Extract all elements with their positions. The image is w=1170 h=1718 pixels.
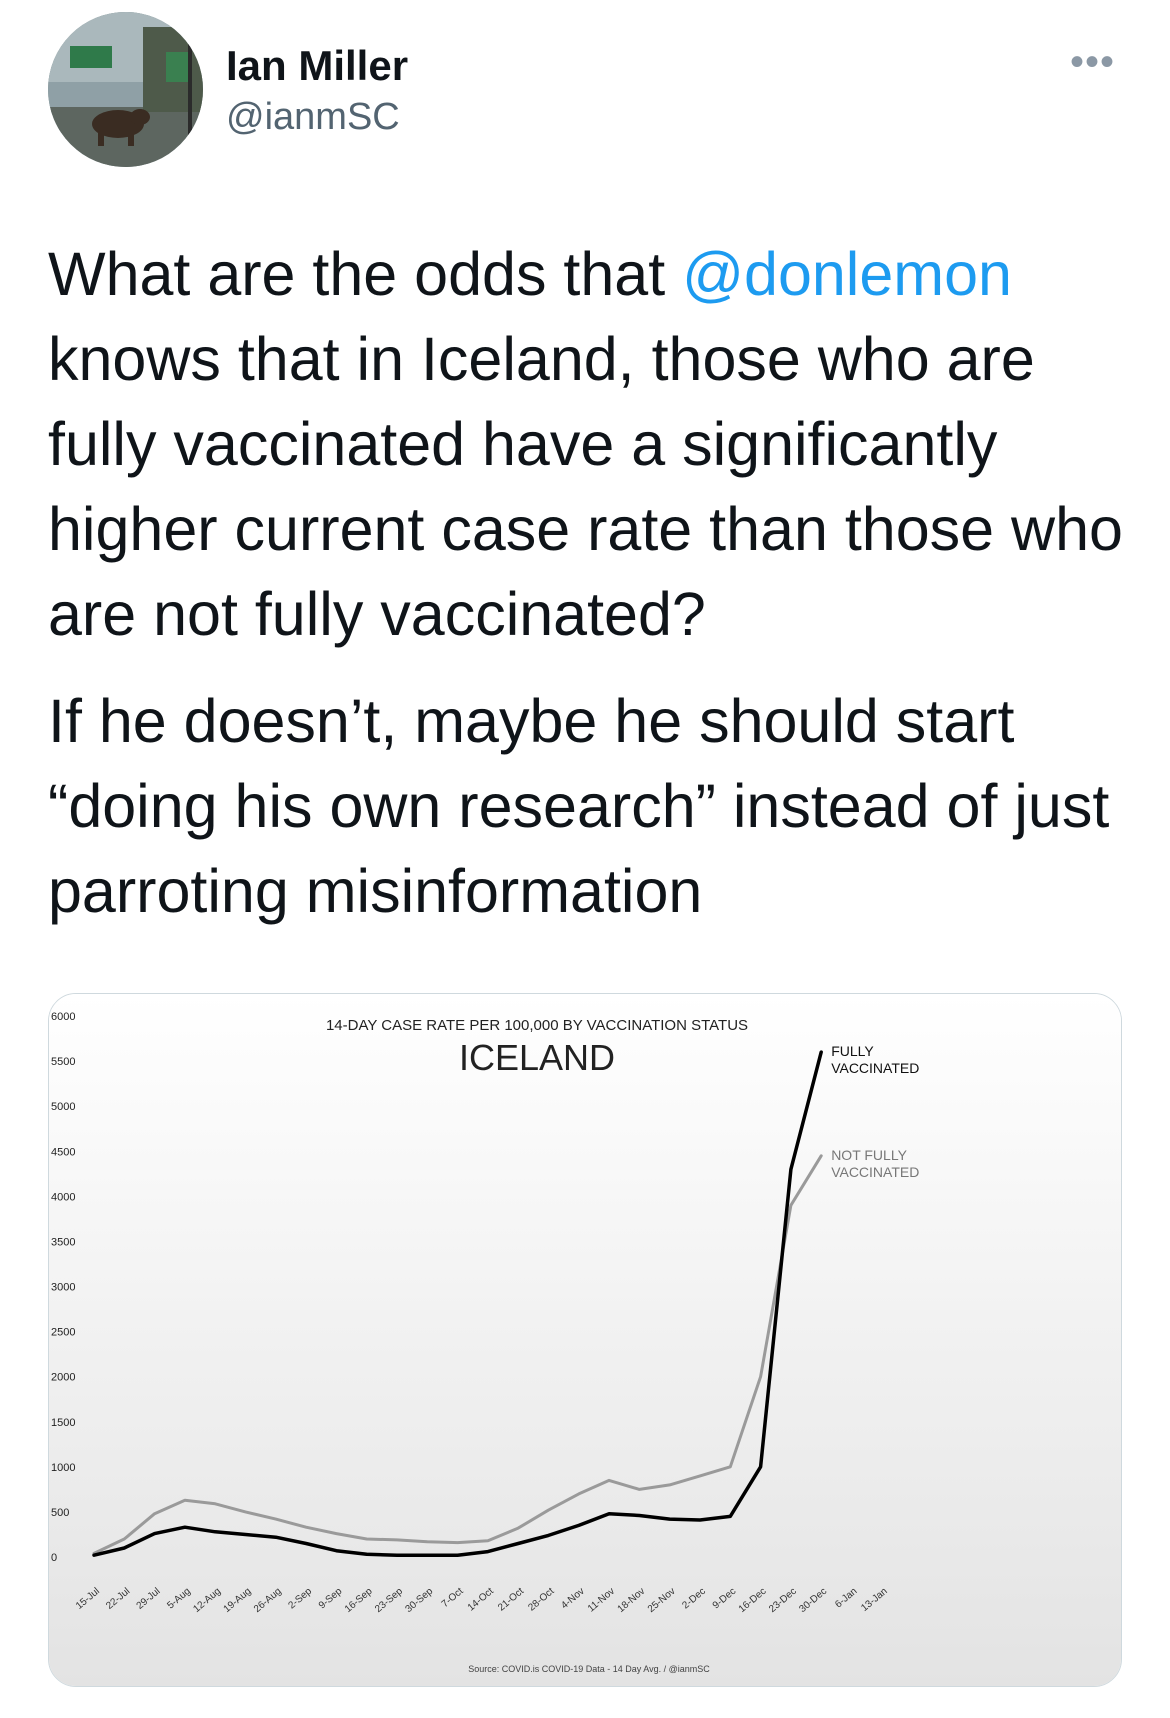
y-tick-label: 2000 — [51, 1372, 75, 1384]
y-tick-label: 5500 — [51, 1056, 75, 1068]
series-end-label: VACCINATED — [831, 1060, 919, 1076]
y-tick-label: 1500 — [51, 1417, 75, 1429]
tweet-paragraph-1: What are the odds that @donlemon knows t… — [48, 232, 1128, 657]
series-line-not-fully-vaccinated — [92, 1154, 823, 1555]
mention-link[interactable]: @donlemon — [682, 240, 1012, 308]
y-tick-label: 2500 — [51, 1327, 75, 1339]
y-tick-label: 3500 — [51, 1236, 75, 1248]
chart-source: Source: COVID.is COVID-19 Data - 14 Day … — [468, 1664, 710, 1674]
tweet-text-part: What are the odds that — [48, 240, 683, 308]
avatar-bear-photo — [48, 12, 203, 167]
y-tick-label: 6000 — [51, 1011, 75, 1023]
y-tick-label: 1000 — [51, 1462, 75, 1474]
more-options-icon[interactable]: ••• — [1070, 40, 1116, 84]
y-tick-label: 5000 — [51, 1101, 75, 1113]
chart-subtitle: ICELAND — [459, 1037, 615, 1078]
tweet-text-part: knows that in Iceland, those who are ful… — [48, 325, 1123, 648]
y-tick-label: 3000 — [51, 1282, 75, 1294]
tweet-text: What are the odds that @donlemon knows t… — [48, 232, 1128, 934]
chart-background — [49, 994, 1121, 1686]
y-tick-label: 4500 — [51, 1146, 75, 1158]
y-tick-label: 500 — [51, 1507, 69, 1519]
series-end-label: VACCINATED — [831, 1164, 919, 1180]
y-tick-label: 4000 — [51, 1191, 75, 1203]
line-chart: 14-DAY CASE RATE PER 100,000 BY VACCINAT… — [49, 994, 1121, 1686]
series-line-fully-vaccinated — [92, 1050, 823, 1557]
author-avatar[interactable] — [48, 12, 203, 167]
series-end-label: FULLY — [831, 1043, 874, 1059]
y-tick-label: 0 — [51, 1552, 57, 1564]
series-end-label: NOT FULLY — [831, 1147, 907, 1163]
tweet-paragraph-2: If he doesn’t, maybe he should start “do… — [48, 687, 1110, 925]
chart-image[interactable]: 14-DAY CASE RATE PER 100,000 BY VACCINAT… — [48, 993, 1122, 1687]
chart-title: 14-DAY CASE RATE PER 100,000 BY VACCINAT… — [326, 1017, 748, 1034]
author-name[interactable]: Ian Miller — [226, 42, 409, 89]
author-handle[interactable]: @ianmSC — [226, 96, 400, 138]
